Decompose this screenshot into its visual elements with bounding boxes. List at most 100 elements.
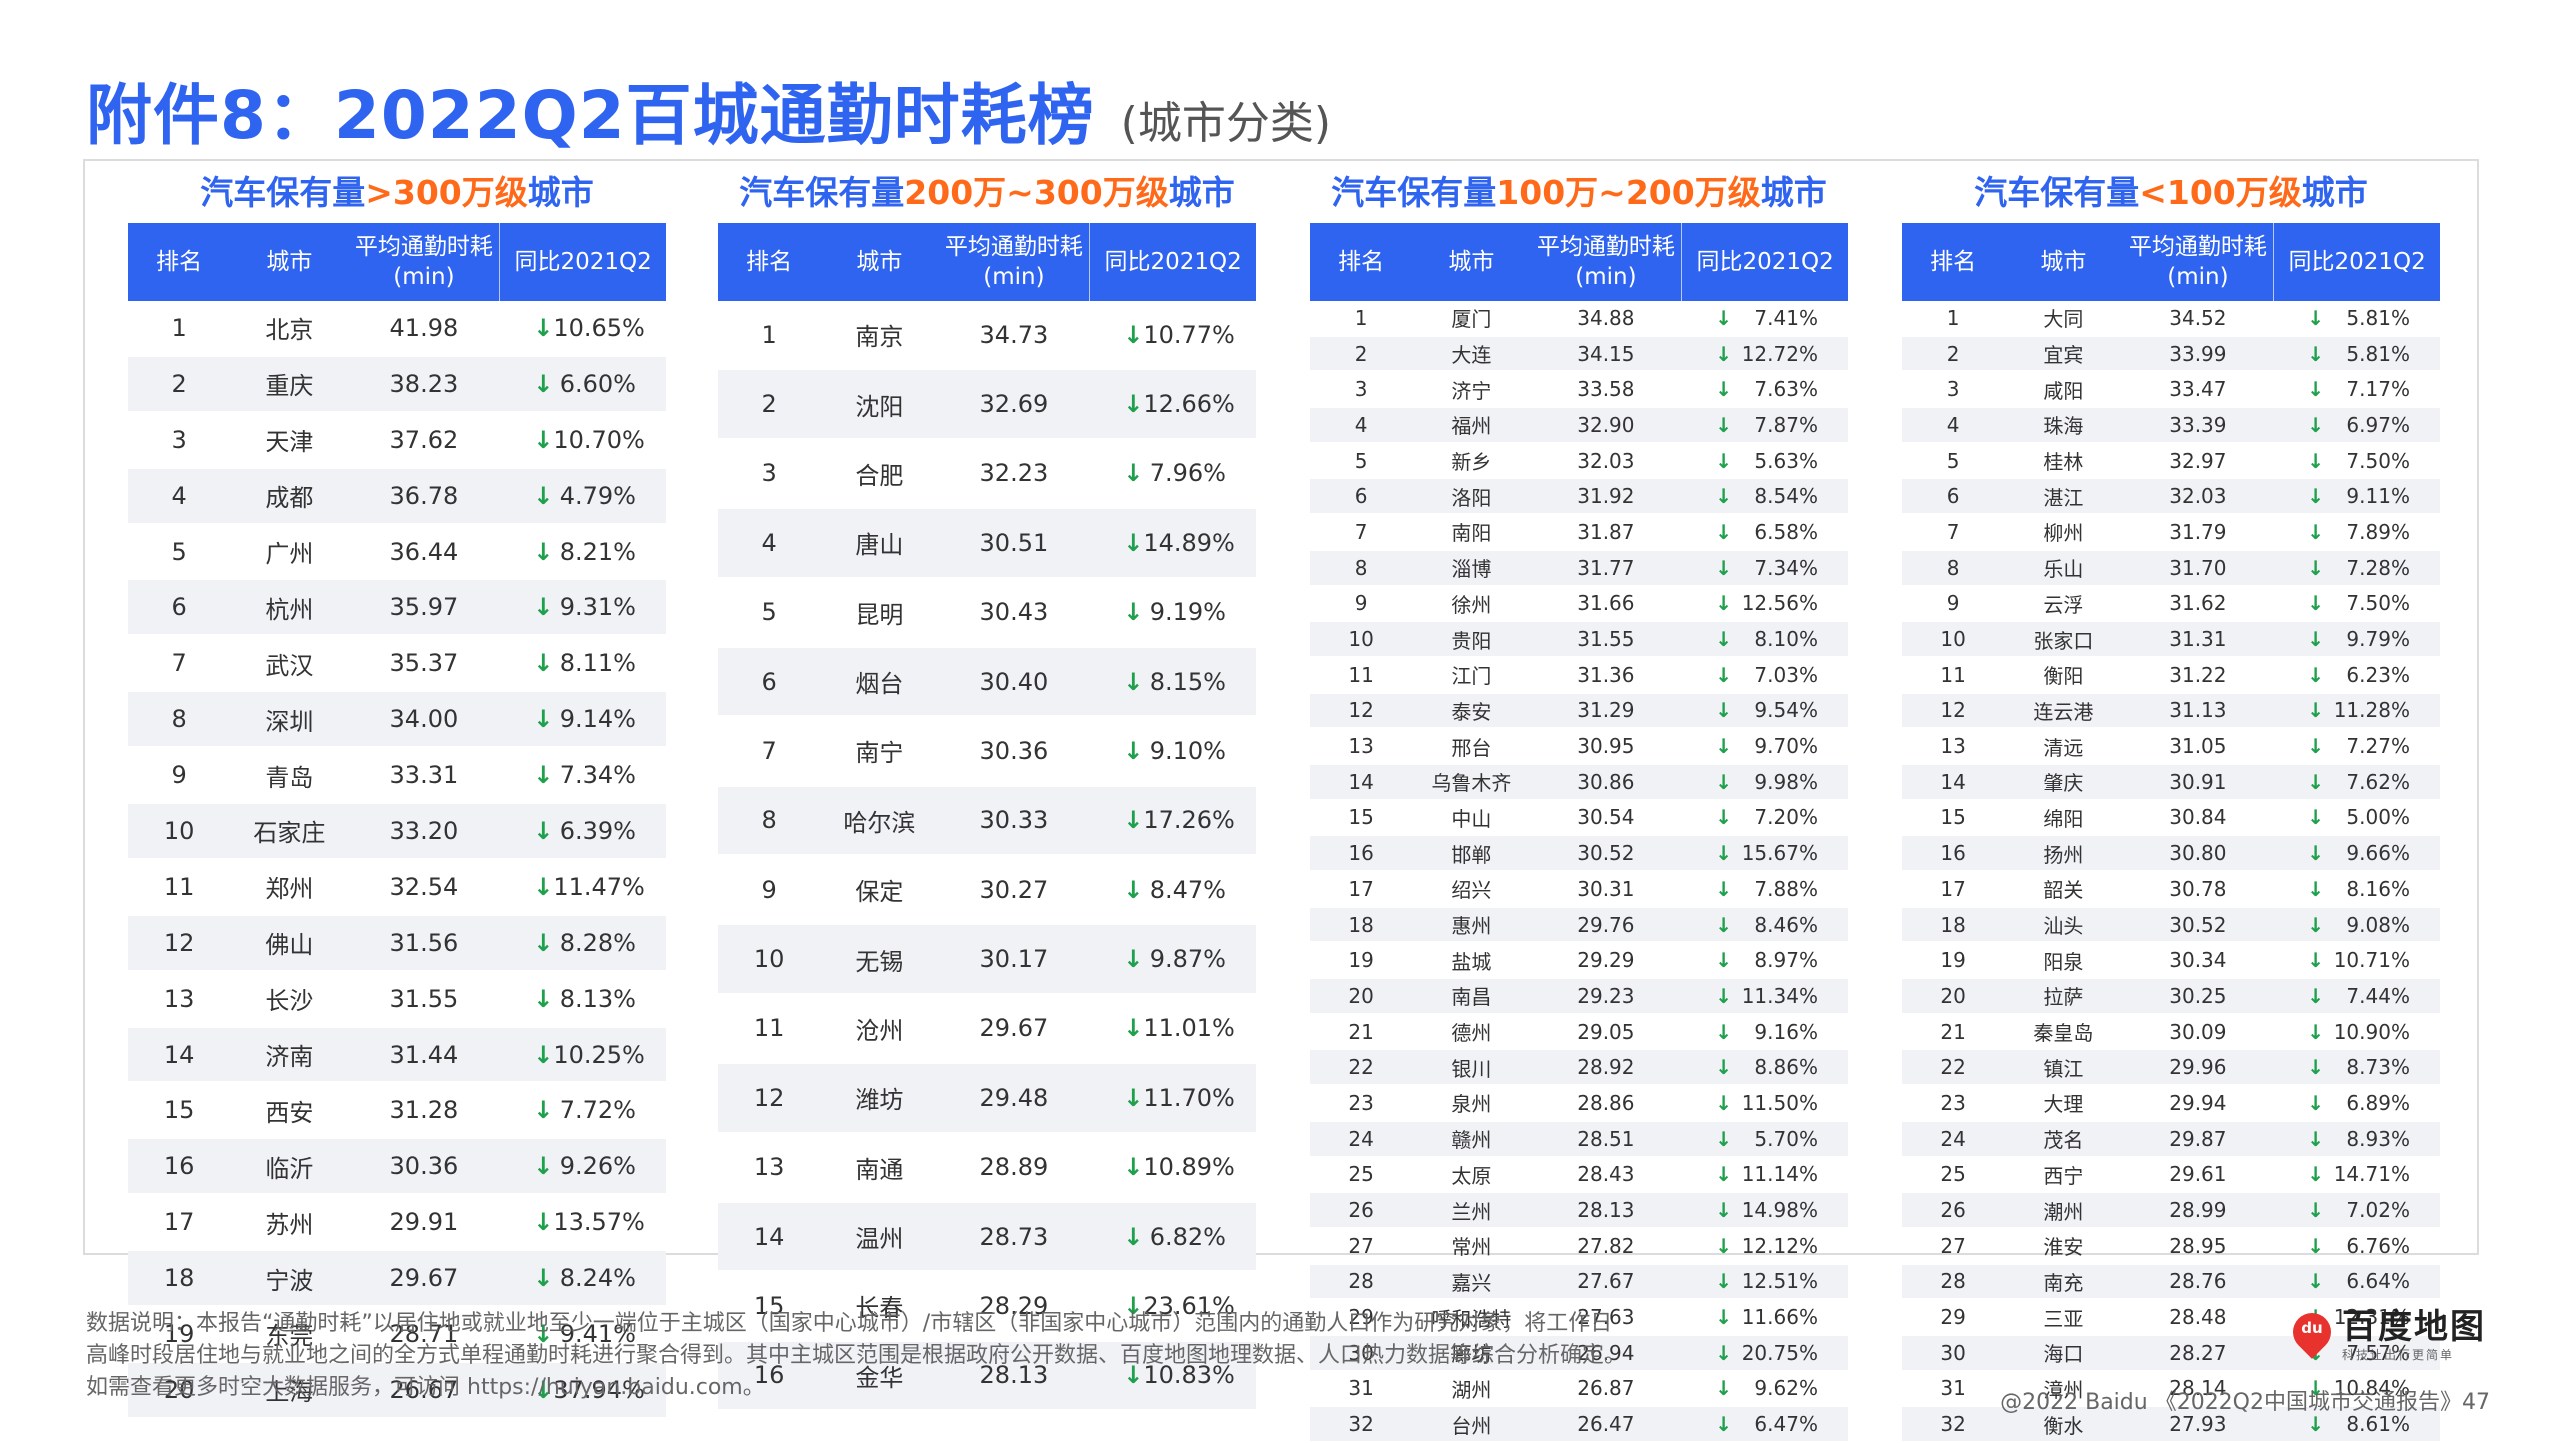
- table-row: 24 赣州 28.51 ↓ 5.70%: [1310, 1121, 1848, 1158]
- time-cell: 30.78: [2169, 876, 2227, 901]
- table-row: 6 杭州 35.97 ↓ 9.31%: [128, 580, 666, 637]
- table-row: 4 福州 32.90 ↓ 7.87%: [1310, 408, 1848, 444]
- down-arrow-icon: ↓: [1123, 1153, 1144, 1182]
- city-cell: 宁波: [265, 1266, 314, 1295]
- time-cell: 26.47: [1577, 1412, 1635, 1437]
- rank-cell: 3: [1354, 377, 1368, 402]
- change-value: 14.89%: [1143, 528, 1235, 557]
- time-cell: 30.17: [979, 945, 1049, 974]
- down-arrow-icon: ↓: [533, 1319, 554, 1348]
- change-cell: ↓ 6.97%: [2273, 413, 2440, 437]
- rank-cell: 27: [1940, 1233, 1966, 1258]
- change-value: 23.61%: [1143, 1291, 1235, 1320]
- change-value: 7.87%: [1754, 412, 1818, 437]
- rank-cell: 10: [1348, 627, 1374, 652]
- change-value: 5.81%: [2346, 305, 2410, 330]
- page-title: 附件8：2022Q2百城通勤时耗榜 (城市分类): [86, 62, 1331, 158]
- change-value: 10.71%: [2333, 948, 2410, 973]
- city-cell: 大连: [1451, 343, 1492, 368]
- city-cell: 北京: [265, 316, 314, 345]
- table-row: 18 汕头 30.52 ↓ 9.08%: [1902, 907, 2440, 944]
- table-row: 7 南阳 31.87 ↓ 6.58%: [1310, 515, 1848, 551]
- time-cell: 28.48: [2169, 1305, 2227, 1330]
- table-row: 25 太原 28.43 ↓ 11.14%: [1310, 1158, 1848, 1194]
- down-arrow-icon: ↓: [2307, 341, 2324, 366]
- down-arrow-icon: ↓: [1715, 1162, 1732, 1187]
- change-value: 12.12%: [1741, 1233, 1818, 1258]
- time-cell: 38.23: [389, 369, 459, 398]
- time-cell: 31.55: [1577, 627, 1635, 652]
- rank-cell: 10: [1940, 627, 1966, 652]
- change-cell: ↓ 5.81%: [2273, 342, 2440, 366]
- change-cell: ↓ 4.79%: [499, 482, 666, 510]
- rank-cell: 24: [1940, 1126, 1966, 1151]
- table-row: 1 北京 41.98 ↓ 10.65%: [128, 301, 666, 357]
- change-value: 9.87%: [1149, 945, 1226, 974]
- table-row: 7 武汉 35.37 ↓ 8.11%: [128, 636, 666, 693]
- change-value: 7.96%: [1149, 459, 1226, 488]
- down-arrow-icon: ↓: [1123, 1014, 1144, 1043]
- time-cell: 29.96: [2169, 1055, 2227, 1080]
- down-arrow-icon: ↓: [533, 537, 554, 566]
- down-arrow-icon: ↓: [2307, 912, 2324, 937]
- table-row: 26 潮州 28.99 ↓ 7.02%: [1902, 1193, 2440, 1229]
- change-cell: ↓ 15.67%: [1681, 841, 1848, 865]
- city-cell: 广州: [265, 540, 314, 568]
- change-value: 12.51%: [1741, 1269, 1818, 1294]
- change-cell: ↓ 8.24%: [499, 1264, 666, 1292]
- rank-cell: 1: [171, 313, 187, 342]
- change-cell: ↓ 11.47%: [499, 873, 666, 901]
- table-row: 11 沧州 29.67 ↓ 11.01%: [718, 995, 1256, 1065]
- down-arrow-icon: ↓: [1715, 377, 1732, 402]
- rank-cell: 19: [163, 1319, 195, 1348]
- city-cell: 青岛: [265, 763, 314, 792]
- time-cell: 29.91: [389, 1208, 459, 1237]
- table-row: 16 金华 28.13 ↓ 10.83%: [718, 1341, 1256, 1411]
- table-row: 13 清远 31.05 ↓ 7.27%: [1902, 729, 2440, 765]
- time-cell: 31.22: [2169, 662, 2227, 687]
- time-cell: 28.14: [2169, 1376, 2227, 1401]
- change-cell: ↓ 6.39%: [499, 817, 666, 845]
- city-cell: 泰安: [1451, 699, 1492, 724]
- city-cell: 阳泉: [2043, 949, 2084, 974]
- time-cell: 35.97: [389, 593, 459, 622]
- time-cell: 33.58: [1577, 377, 1635, 402]
- change-value: 7.02%: [2346, 1198, 2410, 1223]
- header-city: 城市: [1412, 247, 1530, 277]
- down-arrow-icon: ↓: [1715, 876, 1732, 901]
- down-arrow-icon: ↓: [1123, 667, 1144, 696]
- time-cell: 30.52: [1577, 841, 1635, 866]
- city-cell: 南通: [855, 1155, 904, 1184]
- down-arrow-icon: ↓: [2307, 698, 2324, 723]
- down-arrow-icon: ↓: [533, 593, 554, 622]
- time-cell: 30.36: [979, 736, 1049, 765]
- change-cell: ↓ 5.81%: [2273, 306, 2440, 330]
- table-row: 6 烟台 30.40 ↓ 8.15%: [718, 647, 1256, 718]
- panel-title-hl: 200万~300万级: [904, 173, 1169, 212]
- change-cell: ↓ 9.62%: [1681, 1376, 1848, 1400]
- city-cell: 云浮: [2043, 592, 2084, 617]
- table-header: 排名 城市 平均通勤时耗 (min) 同比2021Q2: [718, 223, 1256, 301]
- rank-cell: 2: [171, 369, 187, 398]
- down-arrow-icon: ↓: [1715, 805, 1732, 830]
- change-value: 9.11%: [2346, 484, 2410, 509]
- time-cell: 32.90: [1577, 412, 1635, 437]
- change-value: 9.66%: [2346, 841, 2410, 866]
- rank-cell: 26: [1940, 1198, 1966, 1223]
- change-cell: ↓ 7.96%: [1089, 459, 1256, 487]
- rank-cell: 22: [1348, 1055, 1374, 1080]
- header-time-label: 平均通勤时耗: [944, 234, 1083, 260]
- down-arrow-icon: ↓: [1123, 1291, 1144, 1320]
- change-cell: ↓ 9.31%: [499, 593, 666, 621]
- city-cell: 珠海: [2043, 414, 2084, 439]
- change-cell: ↓ 7.03%: [1681, 663, 1848, 687]
- rank-cell: 8: [1946, 555, 1960, 580]
- change-cell: ↓ 7.72%: [499, 1096, 666, 1124]
- table-row: 31 湖州 26.87 ↓ 9.62%: [1310, 1372, 1848, 1408]
- city-cell: 南宁: [855, 739, 904, 768]
- city-cell: 西宁: [2043, 1163, 2084, 1188]
- rank-cell: 8: [171, 705, 187, 734]
- change-value: 8.15%: [1149, 667, 1226, 696]
- rank-cell: 15: [1348, 805, 1374, 830]
- time-cell: 31.05: [2169, 734, 2227, 759]
